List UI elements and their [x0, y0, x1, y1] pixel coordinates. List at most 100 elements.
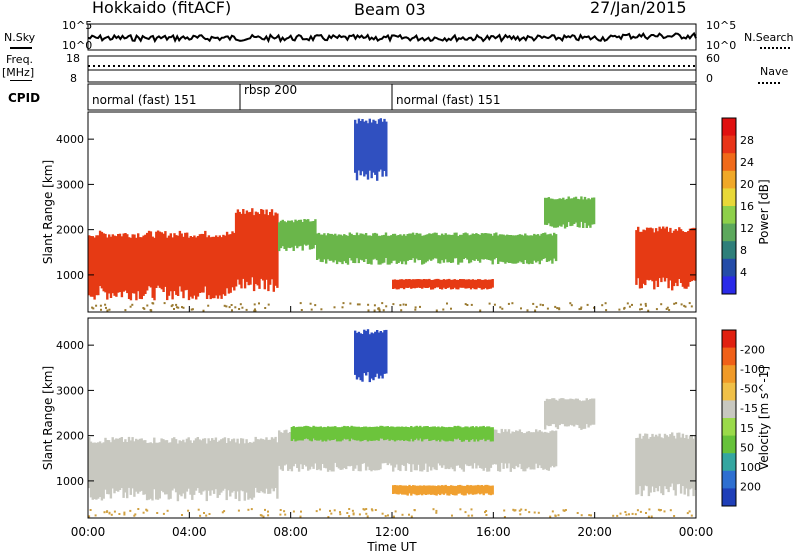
echo-cell — [468, 427, 471, 442]
echo-cell — [319, 432, 322, 471]
echo-cell — [104, 437, 107, 490]
echo-cell — [560, 198, 563, 227]
clutter-cell — [675, 302, 678, 305]
echo-cell — [421, 485, 424, 496]
echo-cell — [424, 426, 427, 440]
echo-cell — [368, 334, 371, 383]
echo-cell — [231, 439, 234, 493]
echo-cell — [554, 199, 558, 228]
clutter-cell — [264, 307, 267, 309]
echo-cell — [355, 123, 359, 181]
echo-cell — [421, 279, 424, 289]
echo-cell — [404, 279, 408, 288]
echo-cell — [462, 485, 465, 496]
clutter-cell — [300, 309, 303, 311]
echo-cell — [422, 426, 426, 440]
power-colorbar: 4 8 12 16 20 24 28 — [721, 117, 754, 295]
echo-cell — [326, 233, 330, 260]
echo-cell — [368, 432, 371, 471]
echo-cell — [328, 233, 332, 261]
echo-cell — [460, 485, 464, 495]
freq-left-tick-bottom: 8 — [70, 72, 77, 85]
echo-cell — [196, 236, 200, 297]
echo-cell — [484, 431, 487, 468]
echo-cell — [251, 208, 254, 278]
echo-cell — [692, 227, 695, 281]
echo-cell — [379, 425, 382, 439]
echo-cell — [265, 437, 268, 489]
x-tick-label: 20:00 — [577, 525, 612, 539]
echo-cell — [133, 234, 136, 294]
clutter-cell — [106, 309, 109, 312]
echo-cell — [323, 426, 326, 441]
echo-cell — [384, 232, 388, 258]
echo-cell — [189, 440, 192, 495]
y-tick-label: 2000 — [56, 224, 84, 237]
echo-cell — [138, 237, 142, 299]
echo-cell — [544, 232, 547, 259]
echo-cell — [431, 279, 435, 290]
echo-cell — [343, 431, 346, 469]
echo-cell — [544, 400, 547, 430]
clutter-cell — [134, 513, 137, 516]
echo-cell — [254, 436, 257, 488]
echo-cell — [694, 435, 697, 490]
echo-cell — [108, 234, 111, 294]
echo-cell — [448, 234, 451, 263]
echo-cell — [176, 443, 180, 502]
clutter-cell — [563, 509, 566, 512]
echo-cell — [489, 431, 493, 468]
colorbar-tick-label: 15 — [740, 422, 754, 435]
clutter-cell — [175, 306, 178, 309]
echo-cell — [459, 484, 462, 494]
echo-cell — [583, 196, 587, 223]
echo-cell — [283, 430, 286, 466]
echo-cell — [455, 430, 458, 466]
echo-cell — [482, 425, 485, 439]
echo-cell — [216, 441, 219, 498]
echo-cell — [640, 231, 643, 289]
echo-cell — [366, 427, 370, 442]
cpid-segment-label: normal (fast) 151 — [396, 93, 500, 107]
echo-cell — [522, 235, 525, 264]
echo-cell — [361, 427, 364, 441]
echo-cell — [319, 234, 322, 262]
echo-cell — [204, 230, 207, 287]
clutter-cell — [688, 510, 691, 513]
echo-cell — [477, 430, 480, 466]
echo-cell — [384, 428, 388, 463]
echo-cell — [578, 199, 581, 228]
clutter-cell — [356, 303, 359, 306]
echo-cell — [473, 427, 476, 442]
echo-cell — [274, 212, 277, 286]
clutter-cell — [367, 309, 370, 312]
echo-cell — [583, 400, 587, 429]
clutter-cell — [131, 303, 134, 306]
clutter-cell — [432, 508, 435, 511]
echo-cell — [252, 215, 256, 292]
clutter-cell — [647, 515, 650, 518]
echo-cell — [395, 429, 398, 465]
echo-cell — [480, 426, 484, 440]
echo-cell — [337, 427, 341, 442]
clutter-cell — [648, 508, 651, 511]
clutter-cell — [586, 303, 589, 306]
clutter-cell — [260, 514, 263, 517]
date-title: 27/Jan/2015 — [590, 0, 687, 17]
clutter-cell — [133, 514, 136, 517]
echo-cell — [191, 237, 194, 299]
echo-cell — [411, 427, 415, 442]
echo-cell — [406, 234, 409, 261]
echo-cell — [267, 439, 270, 494]
echo-cell — [487, 233, 491, 260]
echo-cell — [665, 435, 668, 490]
echo-cell — [186, 232, 189, 290]
echo-cell — [191, 442, 194, 500]
echo-cell — [359, 433, 362, 472]
echo-cell — [587, 399, 590, 428]
clutter-cell — [284, 513, 287, 516]
y-tick-label: 3000 — [56, 178, 84, 191]
echo-cell — [401, 279, 404, 289]
clutter-cell — [123, 511, 126, 514]
echo-cell — [415, 425, 418, 439]
